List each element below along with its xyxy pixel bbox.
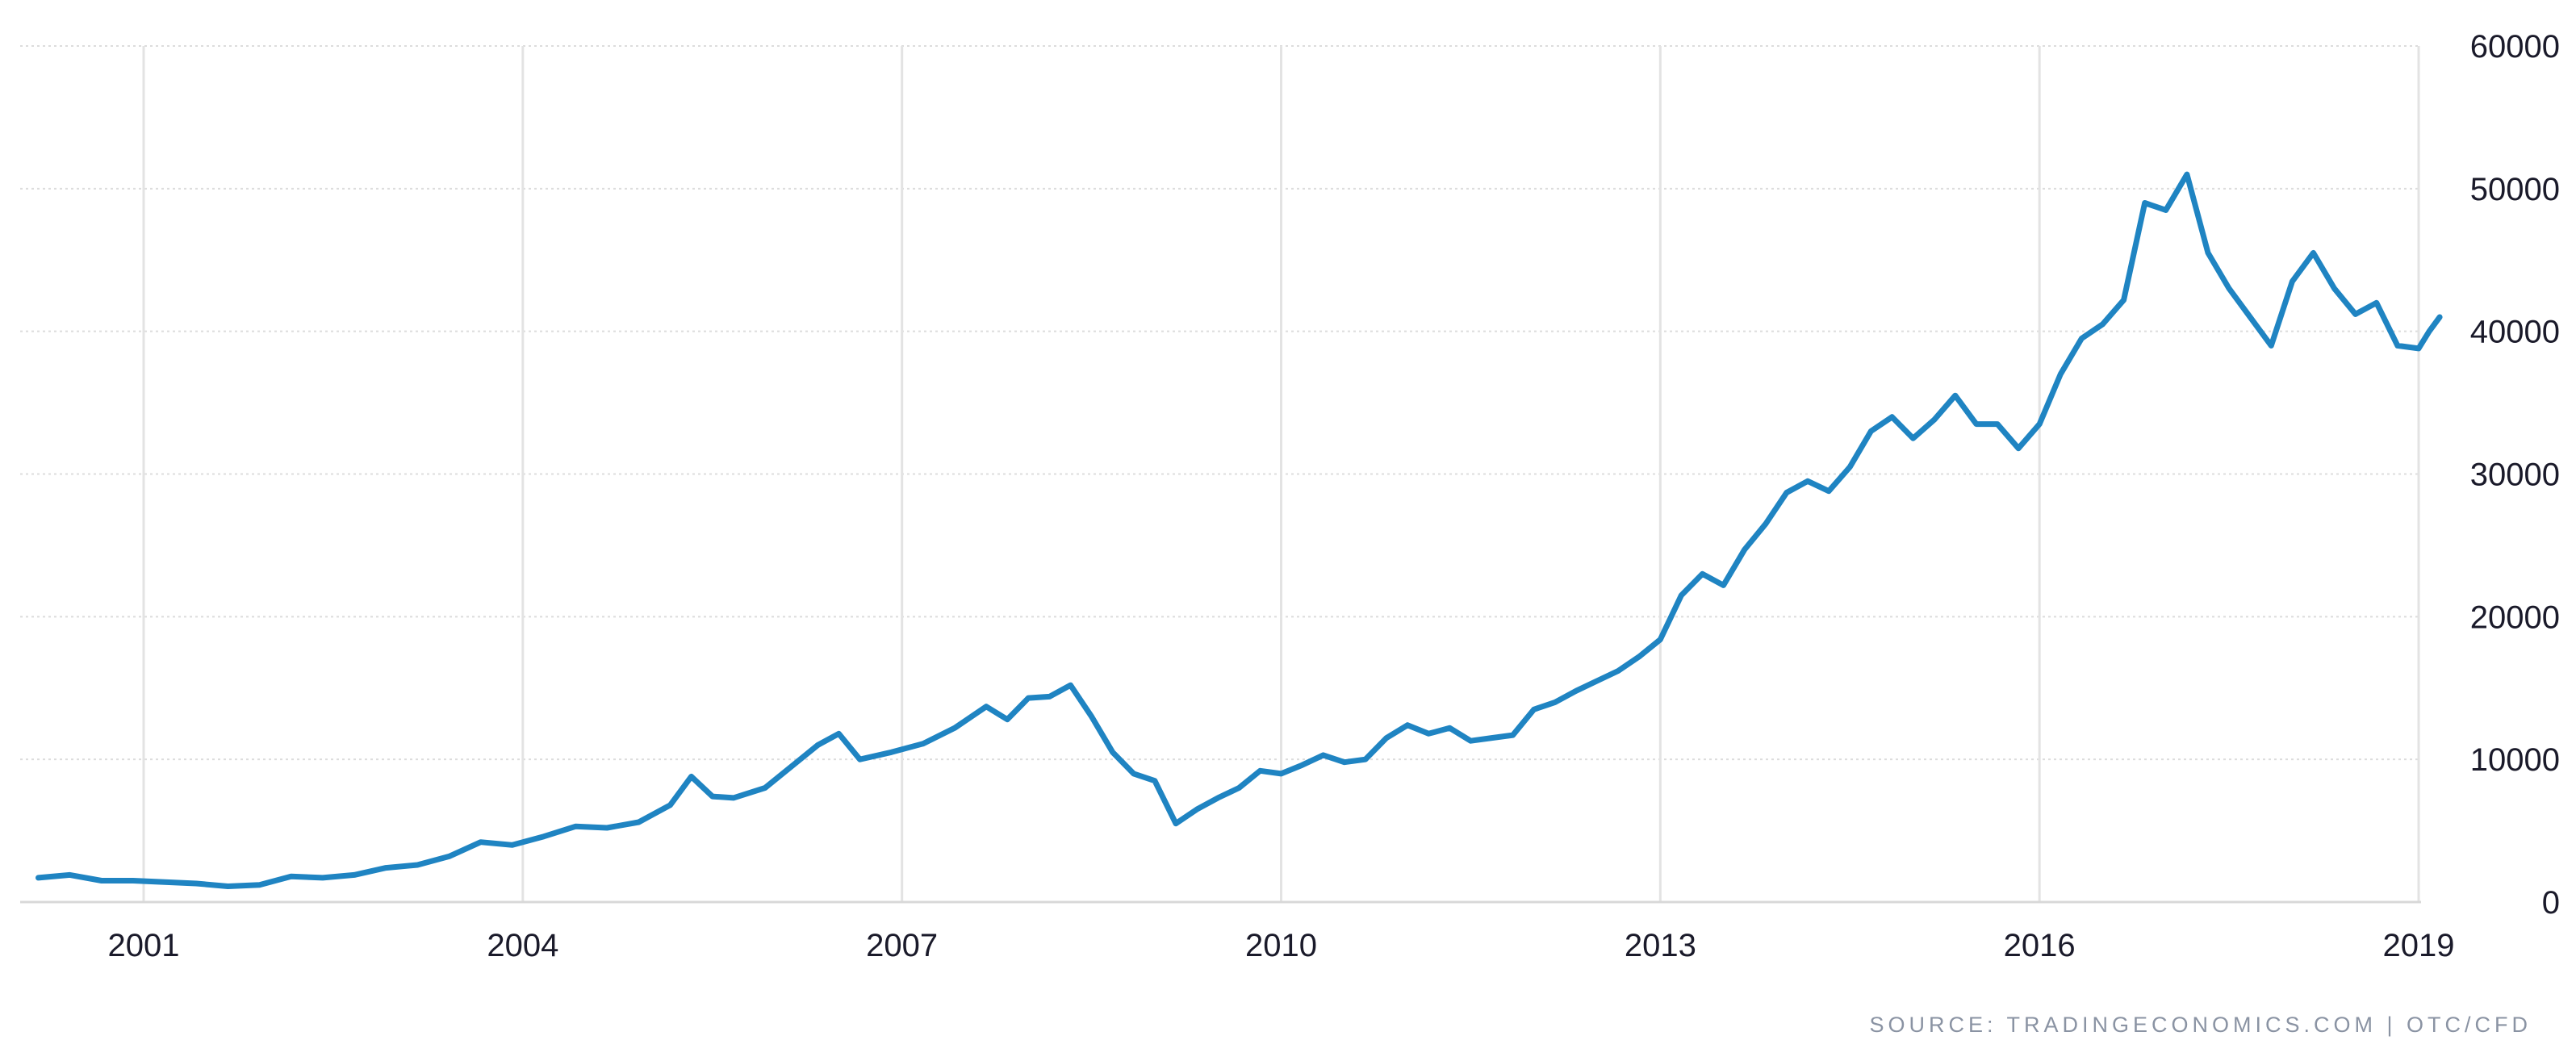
x-tick-label: 2019 <box>2383 928 2455 963</box>
x-axis-ticks: 2001 2004 2007 2010 2013 2016 2019 <box>108 928 2455 963</box>
x-tick-label: 2010 <box>1245 928 1317 963</box>
y-tick-label: 0 <box>2542 885 2560 921</box>
y-tick-label: 10000 <box>2470 742 2560 778</box>
y-tick-label: 40000 <box>2470 315 2560 350</box>
x-tick-label: 2001 <box>108 928 180 963</box>
y-axis-ticks: 0 10000 20000 30000 40000 50000 60000 <box>2470 29 2560 921</box>
y-tick-label: 20000 <box>2470 599 2560 635</box>
x-tick-label: 2013 <box>1625 928 1696 963</box>
y-tick-label: 30000 <box>2470 457 2560 493</box>
x-tick-label: 2016 <box>2004 928 2076 963</box>
series-layer <box>36 171 2443 889</box>
y-tick-label: 50000 <box>2470 172 2560 207</box>
gridlines <box>20 45 2421 902</box>
y-tick-label: 60000 <box>2470 29 2560 65</box>
x-tick-label: 2004 <box>487 928 558 963</box>
x-tick-label: 2007 <box>866 928 938 963</box>
series-line <box>36 171 2443 889</box>
source-note: SOURCE: TRADINGECONOMICS.COM | OTC/CFD <box>1869 1013 2532 1037</box>
